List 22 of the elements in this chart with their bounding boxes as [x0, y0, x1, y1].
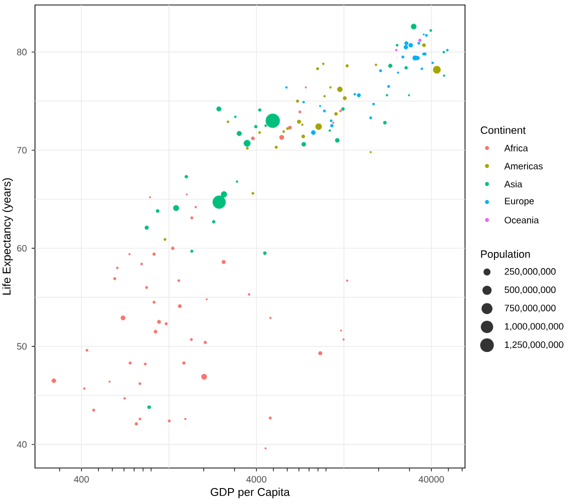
legend-label: 1,000,000,000: [504, 323, 564, 331]
y-axis-title: Life Expectancy (years): [2, 178, 13, 295]
y-tick-label: 70: [17, 146, 27, 154]
legend-label: Asia: [504, 180, 522, 188]
legend-label: Oceania: [504, 216, 539, 224]
x-tick-label: 400: [74, 476, 89, 483]
y-tick-label: 40: [16, 441, 27, 448]
y-tick-label: 50: [17, 343, 27, 350]
x-tick-label: 40000: [418, 476, 444, 483]
legend-label: Africa: [504, 144, 528, 152]
legend-label: 500,000,000: [504, 286, 556, 294]
legend-label: 1,250,000,000: [504, 341, 564, 350]
y-tick-label: 60: [17, 244, 27, 252]
text: Continent: [480, 126, 526, 134]
x-tick-label: 4000: [246, 476, 266, 483]
legend-label: 250,000,000: [504, 268, 556, 276]
text: Population: [481, 250, 530, 260]
legend-label: Americas: [504, 162, 543, 170]
y-tick-label: 80: [17, 48, 27, 56]
x-axis-title: GDP per Capita: [210, 488, 290, 498]
legend-label: 750,000,000: [504, 304, 556, 312]
legend-label: Europe: [505, 198, 534, 206]
